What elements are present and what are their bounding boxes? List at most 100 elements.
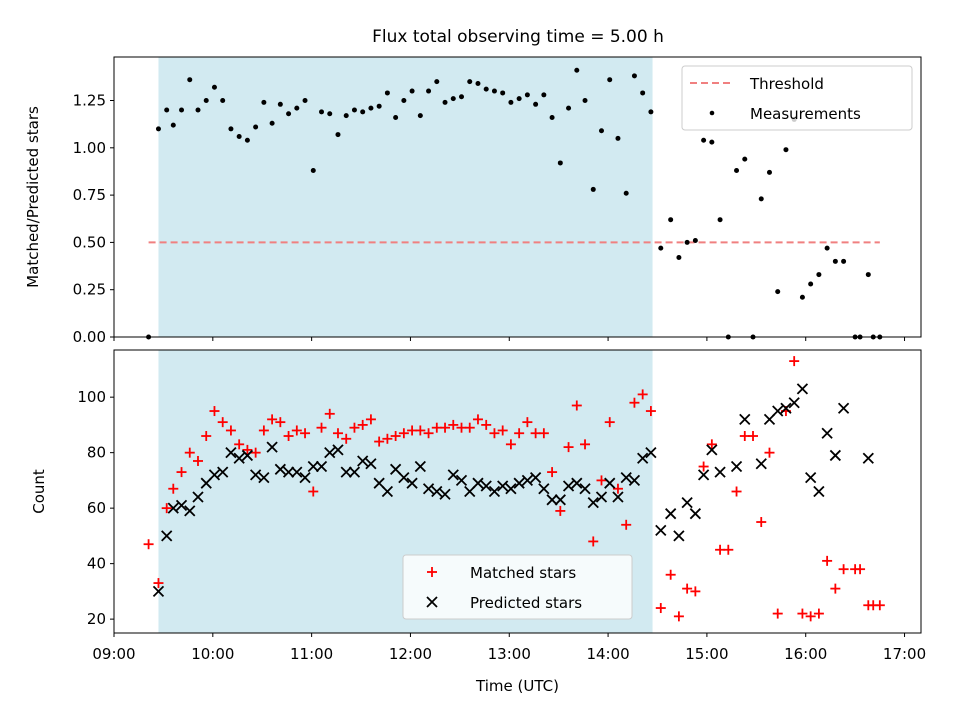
matched-star-point: [637, 389, 648, 400]
legend-measurements-swatch: [709, 110, 715, 116]
measurement-point: [164, 107, 170, 113]
predicted-star-point: [579, 483, 591, 495]
measurement-point: [516, 96, 522, 102]
predicted-star-point: [796, 383, 809, 395]
measurement-point: [269, 120, 275, 126]
measurement-point: [228, 126, 234, 132]
predicted-star-point: [291, 466, 303, 478]
predicted-star-point: [813, 485, 825, 498]
predicted-star-point: [406, 477, 418, 489]
x-tick-label: 14:00: [586, 645, 629, 663]
matched-star-point: [580, 439, 591, 450]
matched-star-point: [756, 517, 767, 528]
measurement-point: [524, 92, 530, 98]
x-tick-label: 10:00: [191, 645, 234, 663]
measurement-point: [832, 258, 838, 264]
measurement-point: [734, 168, 740, 174]
matched-star-point: [723, 544, 734, 555]
matched-star-point: [225, 425, 236, 436]
matched-star-point: [176, 467, 187, 478]
matched-star-point: [349, 422, 360, 433]
x-tick-label: 17:00: [883, 645, 926, 663]
predicted-star-point: [348, 466, 361, 478]
x-tick-label: 13:00: [488, 645, 531, 663]
measurement-point: [841, 258, 847, 264]
measurement-point: [442, 99, 448, 105]
predicted-star-point: [730, 460, 743, 473]
matched-star-point: [153, 578, 164, 589]
matched-star-point: [789, 356, 800, 367]
measurement-point: [648, 109, 654, 115]
measurement-point: [808, 281, 814, 287]
matched-star-point: [192, 455, 203, 466]
predicted-star-point: [862, 452, 874, 464]
predicted-star-point: [233, 452, 245, 464]
measurement-point: [393, 115, 399, 121]
matched-star-point: [374, 436, 385, 447]
predicted-star-point: [472, 477, 484, 489]
measurement-point: [220, 98, 226, 104]
measurement-point: [483, 86, 489, 92]
matched-star-point: [184, 447, 195, 458]
y-tick-label: 20: [87, 610, 106, 628]
predicted-star-point: [772, 405, 784, 417]
bottom-y-axis-label: Count: [30, 469, 48, 514]
matched-star-point: [258, 425, 269, 436]
predicted-star-point: [241, 449, 254, 462]
matched-star-point: [332, 428, 343, 439]
matched-star-point: [267, 414, 278, 425]
predicted-star-point: [562, 480, 575, 492]
predicted-star-point: [480, 480, 492, 492]
predicted-star-point: [274, 463, 286, 475]
predicted-star-point: [365, 458, 377, 470]
matched-star-point: [481, 419, 492, 430]
predicted-star-point: [837, 402, 850, 414]
measurement-point: [775, 289, 781, 295]
measurement-point: [766, 169, 772, 175]
matched-star-point: [143, 539, 154, 550]
matched-star-point: [308, 486, 319, 497]
measurement-point: [566, 105, 572, 111]
predicted-star-point: [167, 502, 179, 514]
measurement-point: [824, 245, 830, 251]
matched-star-point: [324, 408, 335, 419]
predicted-star-point: [571, 477, 583, 489]
matched-star-point: [874, 600, 885, 611]
matched-star-point: [390, 431, 401, 442]
x-tick-label: 11:00: [290, 645, 333, 663]
measurement-point: [623, 190, 629, 196]
measurement-point: [467, 79, 473, 85]
predicted-star-point: [628, 474, 641, 487]
measurement-point: [676, 255, 682, 261]
measurement-point: [360, 109, 366, 115]
matched-star-point: [161, 503, 172, 514]
predicted-star-point: [655, 524, 667, 536]
top-axes-frame: [113, 56, 922, 338]
predicted-star-point: [739, 413, 751, 425]
matched-star-point: [555, 505, 566, 516]
chart-title: Flux total observing time = 5.00 h: [372, 27, 664, 47]
measurement-points: [146, 67, 883, 340]
matched-star-point: [813, 608, 824, 619]
predicted-star-point: [505, 483, 517, 495]
predicted-star-point: [604, 477, 616, 489]
predicted-star-point: [381, 485, 394, 498]
measurement-point: [684, 239, 690, 245]
predicted-star-point: [250, 469, 262, 481]
predicted-star-point: [161, 530, 173, 542]
matched-star-point: [242, 444, 253, 455]
x-tick-label: 12:00: [389, 645, 432, 663]
predicted-star-point: [152, 585, 165, 598]
matched-star-point: [497, 425, 508, 436]
measurement-point: [590, 186, 596, 192]
measurement-point: [434, 79, 440, 85]
predicted-star-point: [315, 460, 328, 473]
matched-star-point: [547, 467, 558, 478]
matched-star-point: [415, 425, 426, 436]
measurement-point: [574, 67, 580, 73]
y-tick-label: 0.25: [73, 281, 106, 299]
measurement-point: [319, 109, 325, 115]
predicted-star-point: [332, 444, 344, 456]
bottom-axes-frame: [113, 349, 922, 634]
matched-star-point: [423, 428, 434, 439]
